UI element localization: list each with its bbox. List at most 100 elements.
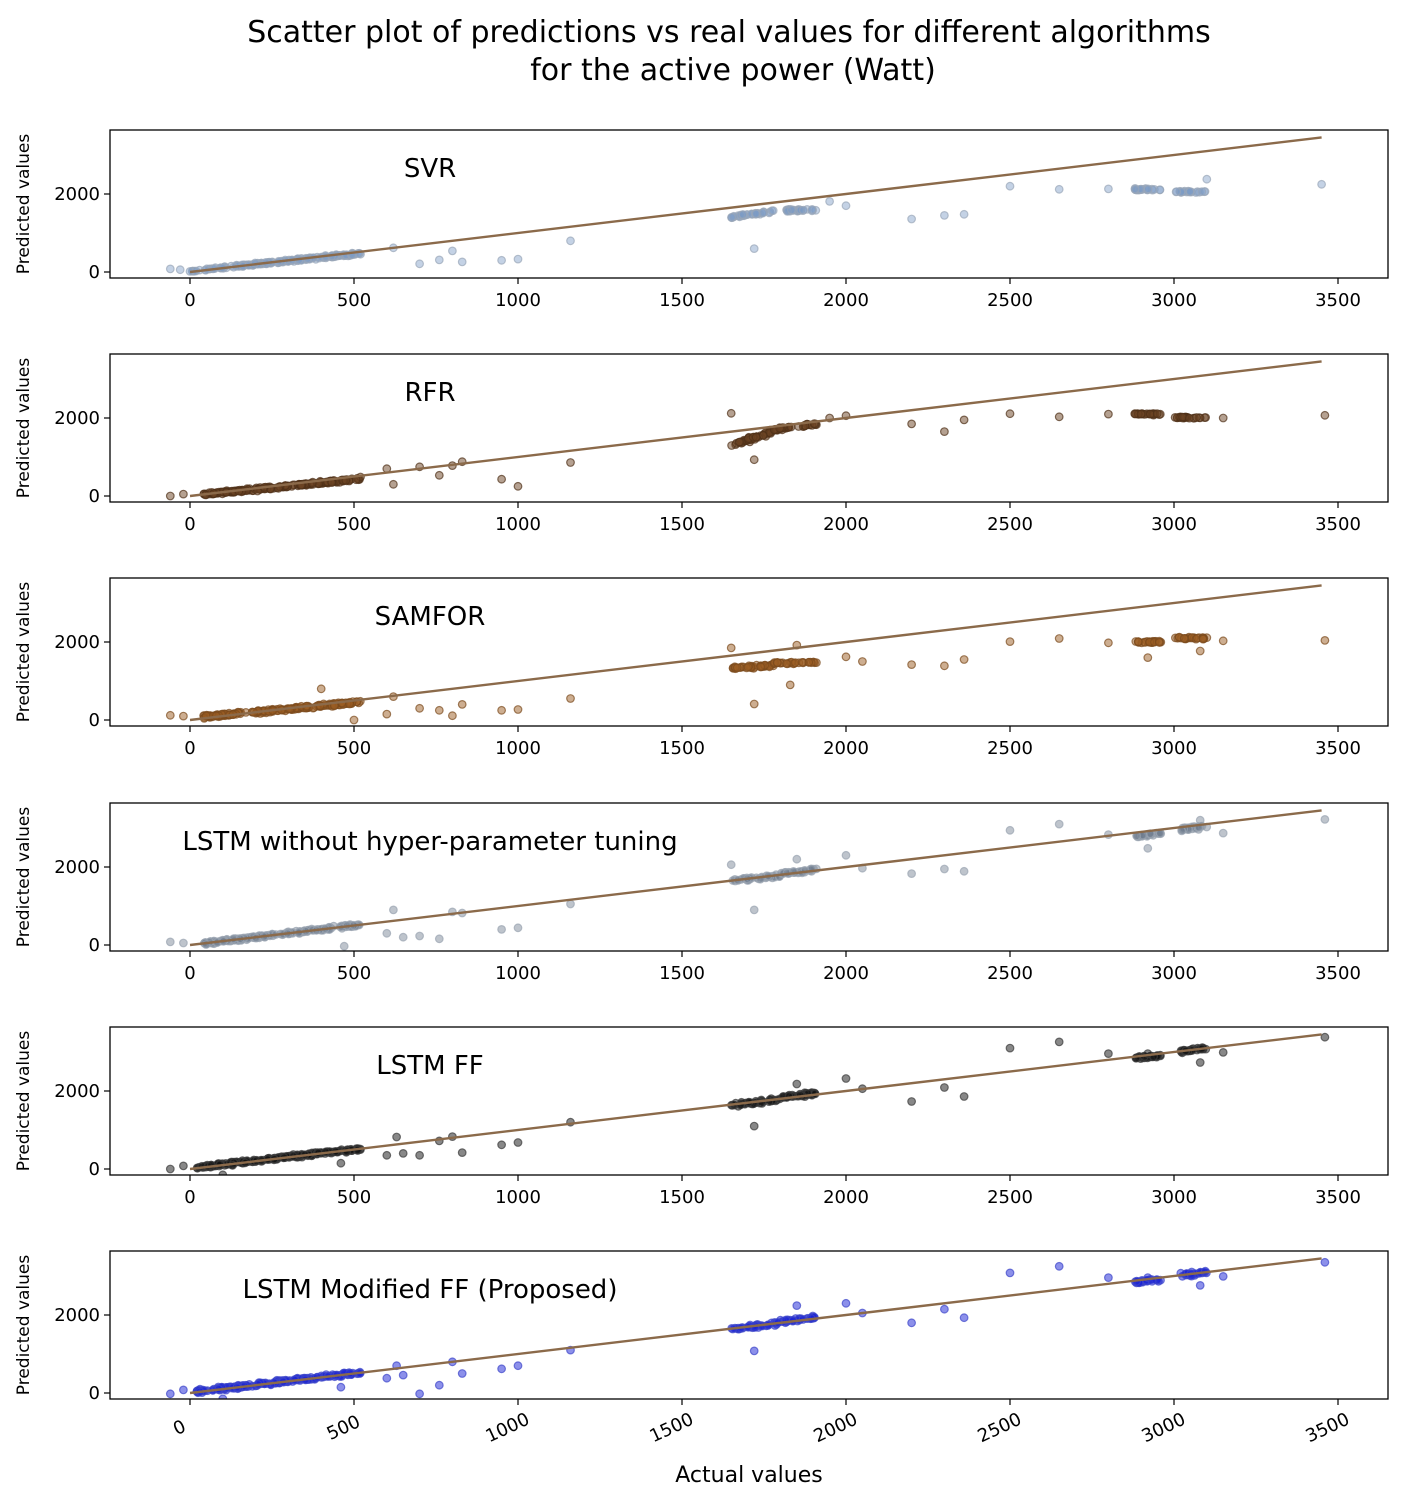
x-tick-label: 3500 (1315, 738, 1361, 759)
scatter-panel: 0 2000 0 500 1000 1500 2000 2500 3000 3500 Predict… (14, 1250, 1389, 1447)
y-axis-label: Predicted values (14, 1255, 34, 1396)
scatter-point (1202, 174, 1212, 184)
scatter-point (389, 479, 398, 489)
scatter-point (1136, 409, 1146, 419)
reference-line (189, 809, 1322, 947)
scatter-point (349, 715, 359, 725)
scatter-point (178, 1385, 188, 1395)
x-tick-label: 1000 (495, 1187, 541, 1208)
scatter-point (858, 657, 867, 666)
scatter-point (165, 1389, 175, 1399)
scatter-point (1218, 1271, 1228, 1281)
scatter-point (940, 210, 949, 220)
scatter-points (165, 632, 1330, 725)
plot-frame (109, 353, 1389, 503)
x-tick-label: 3000 (1138, 1409, 1188, 1447)
scatter-point (497, 1364, 507, 1374)
scatter-point (841, 652, 851, 662)
scatter-point (959, 655, 969, 664)
x-tick-label: 0 (184, 738, 195, 759)
y-axis-label: Predicted values (14, 358, 34, 499)
x-tick-label: 0 (170, 1416, 189, 1440)
plot-frame (109, 1026, 1389, 1176)
scatter-point (1054, 1261, 1064, 1271)
scatter-panel: 0 2000 0 500 1000 1500 2000 2500 3000 3500 Predict… (14, 802, 1389, 984)
x-tick-label: 1000 (495, 963, 541, 984)
scatter-point (792, 854, 802, 864)
scatter-point (513, 923, 523, 933)
x-tick-label: 3500 (1302, 1409, 1352, 1447)
scatter-point (1218, 1047, 1228, 1057)
y-axis-label: Predicted values (14, 807, 34, 948)
scatter-point (1133, 637, 1143, 647)
scatter-point (749, 699, 759, 709)
reference-line (189, 584, 1322, 722)
x-tick-label: 500 (337, 738, 371, 759)
x-tick-label: 3000 (1151, 514, 1197, 535)
scatter-point (940, 661, 949, 671)
scatter-point (1054, 1037, 1064, 1047)
scatter-point (751, 209, 761, 219)
scatter-point (796, 205, 805, 215)
scatter-point (415, 1389, 425, 1399)
scatter-point (749, 244, 759, 254)
y-tick-label: 2000 (54, 857, 100, 878)
scatter-point (1195, 1058, 1205, 1067)
scatter-point (178, 938, 188, 948)
scatter-point (940, 864, 949, 874)
x-tick-label: 500 (337, 514, 371, 535)
scatter-point (1195, 1280, 1205, 1290)
scatter-point (398, 932, 408, 942)
scatter-point (389, 905, 398, 915)
scatter-point (566, 694, 575, 703)
scatter-point (773, 658, 782, 668)
scatter-point (959, 209, 969, 219)
x-tick-label: 1500 (659, 290, 705, 311)
x-tick-label: 2500 (987, 1187, 1033, 1208)
reference-line (189, 360, 1322, 498)
scatter-point (513, 481, 523, 491)
panel-label: SVR (404, 154, 456, 184)
scatter-point (1005, 825, 1015, 835)
scatter-point (1143, 843, 1153, 853)
scatter-point (1320, 1257, 1330, 1267)
scatter-point (743, 662, 753, 672)
scatter-point (907, 1318, 916, 1328)
scatter-point (457, 700, 467, 709)
scatter-point (749, 1121, 759, 1131)
y-tick-label: 2000 (54, 408, 100, 429)
scatter-point (959, 1092, 969, 1101)
plot-frame (109, 577, 1389, 727)
scatter-point (959, 1313, 969, 1323)
scatter-point (1005, 409, 1015, 419)
y-tick-label: 0 (89, 1383, 100, 1404)
scatter-point (907, 419, 916, 429)
scatter-point (1218, 636, 1228, 646)
scatter-point (178, 1161, 188, 1171)
scatter-point (382, 1373, 392, 1383)
scatter-point (1103, 1273, 1113, 1282)
scatter-point (178, 489, 188, 499)
scatter-point (1185, 187, 1195, 196)
x-tick-label: 2000 (823, 738, 869, 759)
scatter-point (799, 205, 808, 215)
x-tick-label: 3500 (1315, 1187, 1361, 1208)
scatter-point (1103, 409, 1113, 419)
scatter-point (1143, 184, 1153, 194)
scatter-panel: 0 2000 0 500 1000 1500 2000 2500 3000 3500 Predict… (14, 353, 1389, 535)
scatter-point (1130, 184, 1140, 194)
scatter-point (1179, 634, 1189, 643)
panel-label: LSTM Modified FF (Proposed) (243, 1275, 618, 1305)
scatter-point (1195, 646, 1205, 656)
x-tick-label: 0 (184, 1187, 195, 1208)
x-tick-label: 2000 (823, 290, 869, 311)
scatter-point (513, 254, 523, 264)
x-tick-label: 2500 (987, 738, 1033, 759)
scatter-panel: 0 2000 0 500 1000 1500 2000 2500 3000 3500 Predict… (14, 577, 1389, 759)
x-tick-label: 1500 (659, 738, 705, 759)
x-tick-label: 0 (184, 514, 195, 535)
scatter-point (792, 1301, 802, 1310)
y-tick-label: 0 (89, 486, 100, 507)
scatter-point (907, 660, 916, 669)
x-axis-label: Actual values (675, 1463, 822, 1488)
